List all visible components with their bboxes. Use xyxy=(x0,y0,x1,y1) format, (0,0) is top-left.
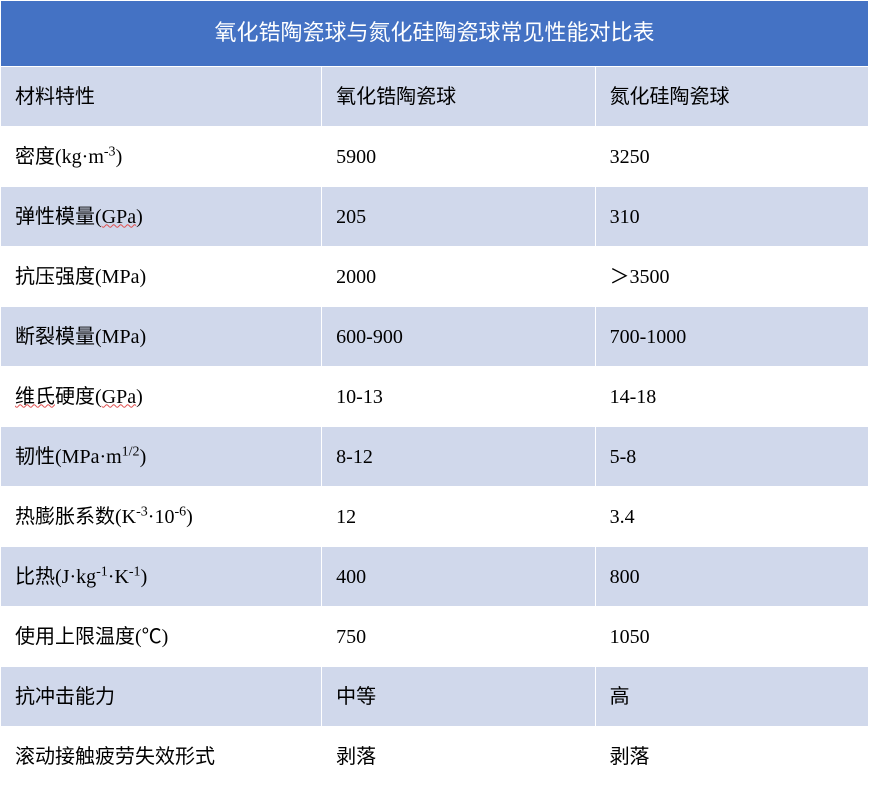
property-name-cell: 热膨胀系数(K-3·10-6) xyxy=(1,487,322,547)
col-header-si3n4: 氮化硅陶瓷球 xyxy=(595,67,868,127)
table-row: 断裂模量(MPa)600-900700-1000 xyxy=(1,307,869,367)
si3n4-value-cell: 剥落 xyxy=(595,727,868,787)
table-row: 抗冲击能力中等高 xyxy=(1,667,869,727)
col-header-property: 材料特性 xyxy=(1,67,322,127)
property-name-cell: 抗冲击能力 xyxy=(1,667,322,727)
property-name-cell: 比热(J·kg-1·K-1) xyxy=(1,547,322,607)
zirconia-value-cell: 12 xyxy=(322,487,595,547)
si3n4-value-cell: 3250 xyxy=(595,127,868,187)
zirconia-value-cell: 750 xyxy=(322,607,595,667)
zirconia-value-cell: 400 xyxy=(322,547,595,607)
zirconia-value-cell: 600-900 xyxy=(322,307,595,367)
si3n4-value-cell: 800 xyxy=(595,547,868,607)
comparison-table-container: 氧化锆陶瓷球与氮化硅陶瓷球常见性能对比表 材料特性 氧化锆陶瓷球 氮化硅陶瓷球 … xyxy=(0,0,869,787)
table-row: 韧性(MPa·m1/2)8-125-8 xyxy=(1,427,869,487)
table-row: 热膨胀系数(K-3·10-6)123.4 xyxy=(1,487,869,547)
table-row: 比热(J·kg-1·K-1)400800 xyxy=(1,547,869,607)
col-header-zirconia: 氧化锆陶瓷球 xyxy=(322,67,595,127)
property-name-cell: 弹性模量(GPa) xyxy=(1,187,322,247)
si3n4-value-cell: 5-8 xyxy=(595,427,868,487)
zirconia-value-cell: 5900 xyxy=(322,127,595,187)
si3n4-value-cell: 高 xyxy=(595,667,868,727)
table-row: 弹性模量(GPa)205310 xyxy=(1,187,869,247)
zirconia-value-cell: 中等 xyxy=(322,667,595,727)
property-name-cell: 滚动接触疲劳失效形式 xyxy=(1,727,322,787)
zirconia-value-cell: 2000 xyxy=(322,247,595,307)
si3n4-value-cell: 14-18 xyxy=(595,367,868,427)
table-row: 使用上限温度(℃)7501050 xyxy=(1,607,869,667)
table-header-row: 材料特性 氧化锆陶瓷球 氮化硅陶瓷球 xyxy=(1,67,869,127)
si3n4-value-cell: 3.4 xyxy=(595,487,868,547)
table-body: 材料特性 氧化锆陶瓷球 氮化硅陶瓷球 密度(kg·m-3)59003250弹性模… xyxy=(1,67,869,787)
property-name-cell: 维氏硬度(GPa) xyxy=(1,367,322,427)
zirconia-value-cell: 10-13 xyxy=(322,367,595,427)
table-title: 氧化锆陶瓷球与氮化硅陶瓷球常见性能对比表 xyxy=(1,1,869,67)
si3n4-value-cell: 700-1000 xyxy=(595,307,868,367)
si3n4-value-cell: ＞3500 xyxy=(595,247,868,307)
comparison-table: 氧化锆陶瓷球与氮化硅陶瓷球常见性能对比表 材料特性 氧化锆陶瓷球 氮化硅陶瓷球 … xyxy=(0,0,869,787)
zirconia-value-cell: 8-12 xyxy=(322,427,595,487)
table-row: 抗压强度(MPa)2000＞3500 xyxy=(1,247,869,307)
property-name-cell: 抗压强度(MPa) xyxy=(1,247,322,307)
table-row: 密度(kg·m-3)59003250 xyxy=(1,127,869,187)
property-name-cell: 断裂模量(MPa) xyxy=(1,307,322,367)
si3n4-value-cell: 310 xyxy=(595,187,868,247)
table-row: 滚动接触疲劳失效形式剥落剥落 xyxy=(1,727,869,787)
table-row: 维氏硬度(GPa)10-1314-18 xyxy=(1,367,869,427)
zirconia-value-cell: 剥落 xyxy=(322,727,595,787)
property-name-cell: 密度(kg·m-3) xyxy=(1,127,322,187)
property-name-cell: 韧性(MPa·m1/2) xyxy=(1,427,322,487)
si3n4-value-cell: 1050 xyxy=(595,607,868,667)
zirconia-value-cell: 205 xyxy=(322,187,595,247)
property-name-cell: 使用上限温度(℃) xyxy=(1,607,322,667)
